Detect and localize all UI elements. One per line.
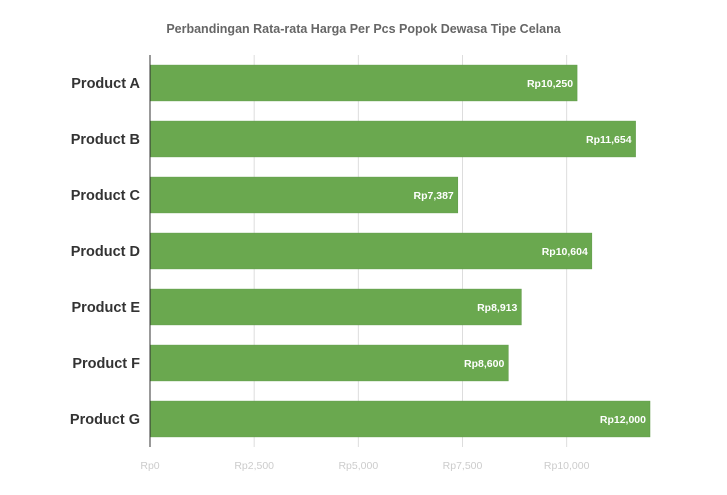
bar	[150, 344, 509, 382]
x-tick-label: Rp2,500	[234, 460, 274, 472]
data-label: Rp10,250	[527, 78, 573, 90]
data-label: Rp7,387	[414, 190, 454, 202]
x-tick-label: Rp0	[140, 460, 159, 472]
chart-title: Perbandingan Rata-rata Harga Per Pcs Pop…	[166, 22, 561, 36]
category-label: Product G	[70, 412, 140, 428]
x-tick-label: Rp7,500	[443, 460, 483, 472]
data-label: Rp8,600	[464, 358, 504, 370]
category-label: Product B	[71, 132, 140, 148]
category-label: Product C	[71, 188, 141, 204]
bar	[150, 288, 522, 326]
bar	[150, 120, 636, 158]
x-tick-labels: Rp0 Rp2,500 Rp5,000 Rp7,500 Rp10,000	[140, 460, 589, 472]
category-label: Product D	[71, 244, 140, 260]
data-label: Rp12,000	[600, 414, 646, 426]
data-label: Rp8,913	[477, 302, 517, 314]
bars	[150, 64, 651, 438]
category-labels: Product A Product B Product C Product D Prod…	[70, 76, 141, 428]
category-label: Product F	[72, 356, 140, 372]
category-label: Product E	[72, 300, 141, 316]
bar	[150, 232, 593, 270]
bar	[150, 400, 651, 438]
x-tick-label: Rp5,000	[338, 460, 378, 472]
x-tick-label: Rp10,000	[544, 460, 590, 472]
bar	[150, 64, 578, 102]
category-label: Product A	[71, 76, 140, 92]
data-label: Rp11,654	[586, 134, 632, 146]
data-label: Rp10,604	[542, 246, 588, 258]
bar	[150, 176, 459, 214]
data-labels: Rp10,250 Rp11,654 Rp7,387 Rp10,604 Rp8,913 Rp…	[414, 78, 647, 426]
